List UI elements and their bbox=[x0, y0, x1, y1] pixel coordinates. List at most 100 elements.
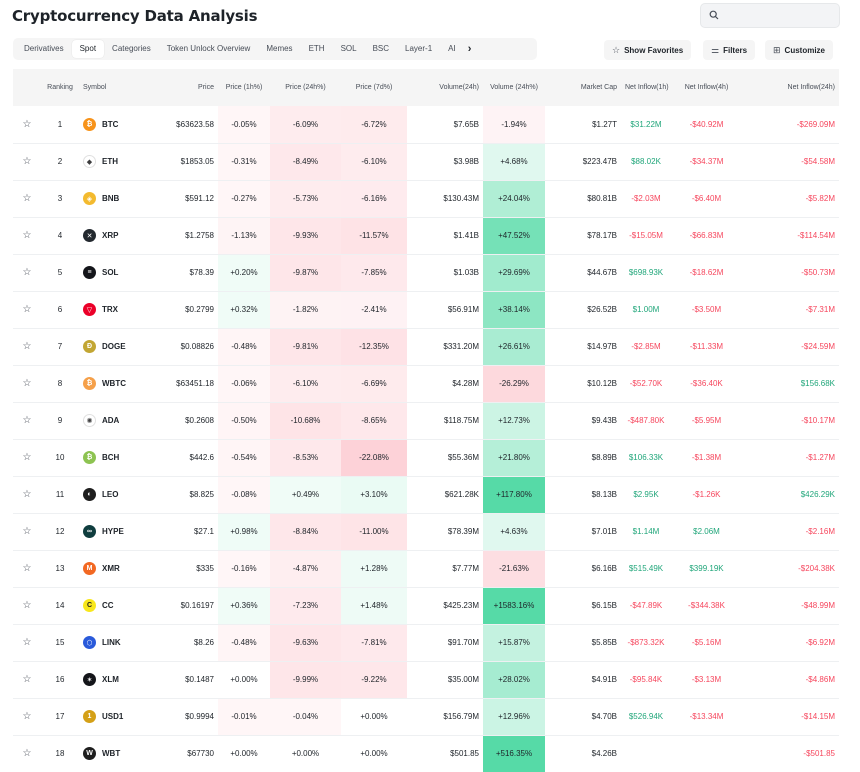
tab-ai[interactable]: AI bbox=[448, 44, 456, 53]
net-inflow-24h-cell: -$204.38K bbox=[798, 564, 835, 573]
tab-spot[interactable]: Spot bbox=[71, 40, 105, 58]
table-row[interactable]: ☆ 11 ◐ LEO $8.825 -0.08% +0.49% +3.10% $… bbox=[13, 476, 839, 513]
tab-token-unlock-overview[interactable]: Token Unlock Overview bbox=[166, 44, 251, 53]
symbol-label: DOGE bbox=[102, 342, 126, 351]
symbol-cell[interactable]: ₿ BCH bbox=[83, 451, 137, 464]
symbol-cell[interactable]: ▽ TRX bbox=[83, 303, 137, 316]
favorite-star-icon[interactable]: ☆ bbox=[22, 526, 32, 537]
table-row[interactable]: ☆ 10 ₿ BCH $442.6 -0.54% -8.53% -22.08% … bbox=[13, 439, 839, 476]
favorite-star-icon[interactable]: ☆ bbox=[22, 378, 32, 389]
header-volume-24h[interactable]: Volume(24h) bbox=[439, 84, 479, 91]
favorite-star-icon[interactable]: ☆ bbox=[22, 193, 32, 204]
symbol-cell[interactable]: ◈ BNB bbox=[83, 192, 137, 205]
filters-button[interactable]: ⚌ Filters bbox=[703, 40, 756, 60]
symbol-cell[interactable]: 1 USD1 bbox=[83, 710, 137, 723]
header-ranking[interactable]: Ranking bbox=[47, 84, 73, 91]
tab-categories[interactable]: Categories bbox=[112, 44, 151, 53]
chevron-right-icon[interactable]: › bbox=[467, 43, 472, 55]
tab-eth[interactable]: ETH bbox=[308, 44, 325, 53]
header-price[interactable]: Price bbox=[198, 84, 214, 91]
table-row[interactable]: ☆ 14 C CC $0.16197 +0.36% -7.23% +1.48% … bbox=[13, 587, 839, 624]
price-1h-cell: +0.32% bbox=[218, 291, 270, 328]
symbol-cell[interactable]: ⬡ LINK bbox=[83, 636, 137, 649]
symbol-cell[interactable]: ◆ ETH bbox=[83, 155, 137, 168]
header-volume-24h[interactable]: Volume (24h%) bbox=[490, 84, 538, 91]
price-24h-cell: -9.81% bbox=[270, 328, 341, 365]
volume-24h-cell: +26.61% bbox=[483, 328, 545, 365]
favorite-star-icon[interactable]: ☆ bbox=[22, 230, 32, 241]
symbol-cell[interactable]: ◐ LEO bbox=[83, 488, 137, 501]
net-inflow-1h-cell: $31.22M bbox=[630, 119, 662, 129]
favorite-star-icon[interactable]: ☆ bbox=[22, 748, 32, 759]
header-net-inflow-1h[interactable]: Net Inflow(1h) bbox=[625, 84, 669, 91]
table-row[interactable]: ☆ 15 ⬡ LINK $8.26 -0.48% -9.63% -7.81% $… bbox=[13, 624, 839, 661]
favorite-star-icon[interactable]: ☆ bbox=[22, 563, 32, 574]
table-row[interactable]: ☆ 18 W WBT $67730 +0.00% +0.00% +0.00% $… bbox=[13, 735, 839, 772]
market-cap-cell: $78.17B bbox=[587, 231, 617, 240]
symbol-cell[interactable]: C CC bbox=[83, 599, 137, 612]
favorite-star-icon[interactable]: ☆ bbox=[22, 600, 32, 611]
header-market-cap[interactable]: Market Cap bbox=[580, 84, 617, 91]
tab-sol[interactable]: SOL bbox=[340, 44, 357, 53]
symbol-cell[interactable]: M XMR bbox=[83, 562, 137, 575]
symbol-cell[interactable]: ∞ HYPE bbox=[83, 525, 137, 538]
symbol-cell[interactable]: ✶ XLM bbox=[83, 673, 137, 686]
symbol-cell[interactable]: ≡ SOL bbox=[83, 266, 137, 279]
tab-memes[interactable]: Memes bbox=[266, 44, 293, 53]
table-row[interactable]: ☆ 3 ◈ BNB $591.12 -0.27% -5.73% -6.16% $… bbox=[13, 180, 839, 217]
price-7d-cell: -2.41% bbox=[341, 291, 407, 328]
symbol-cell[interactable]: ✺ ADA bbox=[83, 414, 137, 427]
header-symbol[interactable]: Symbol bbox=[83, 84, 107, 91]
symbol-cell[interactable]: Ð DOGE bbox=[83, 340, 137, 353]
price-cell: $63623.58 bbox=[176, 119, 214, 129]
price-7d-cell: +1.28% bbox=[341, 550, 407, 587]
table-row[interactable]: ☆ 7 Ð DOGE $0.08826 -0.48% -9.81% -12.35… bbox=[13, 328, 839, 365]
favorite-star-icon[interactable]: ☆ bbox=[22, 415, 32, 426]
price-7d-cell: -6.72% bbox=[341, 106, 407, 143]
tab-derivatives[interactable]: Derivatives bbox=[24, 44, 64, 53]
favorite-star-icon[interactable]: ☆ bbox=[22, 637, 32, 648]
symbol-cell[interactable]: ₿ WBTC bbox=[83, 377, 137, 390]
favorite-star-icon[interactable]: ☆ bbox=[22, 674, 32, 685]
symbol-cell[interactable]: ✕ XRP bbox=[83, 229, 137, 242]
table-row[interactable]: ☆ 6 ▽ TRX $0.2799 +0.32% -1.82% -2.41% $… bbox=[13, 291, 839, 328]
table-row[interactable]: ☆ 2 ◆ ETH $1853.05 -0.31% -8.49% -6.10% … bbox=[13, 143, 839, 180]
favorite-star-icon[interactable]: ☆ bbox=[22, 118, 32, 130]
price-7d-cell: +0.00% bbox=[341, 698, 407, 735]
favorite-star-icon[interactable]: ☆ bbox=[22, 156, 32, 167]
favorite-star-icon[interactable]: ☆ bbox=[22, 711, 32, 722]
header-price-1h[interactable]: Price (1h%) bbox=[225, 84, 263, 91]
tab-layer-1[interactable]: Layer-1 bbox=[405, 44, 433, 53]
favorite-star-icon[interactable]: ☆ bbox=[22, 267, 32, 278]
table-row[interactable]: ☆ 8 ₿ WBTC $63451.18 -0.06% -6.10% -6.69… bbox=[13, 365, 839, 402]
favorite-star-icon[interactable]: ☆ bbox=[22, 341, 32, 352]
table-row[interactable]: ☆ 9 ✺ ADA $0.2608 -0.50% -10.68% -8.65% … bbox=[13, 402, 839, 439]
table-row[interactable]: ☆ 12 ∞ HYPE $27.1 +0.98% -8.84% -11.00% … bbox=[13, 513, 839, 550]
customize-button[interactable]: ⊞ Customize bbox=[765, 40, 833, 60]
price-cell: $442.6 bbox=[189, 453, 214, 462]
table-row[interactable]: ☆ 17 1 USD1 $0.9994 -0.01% -0.04% +0.00%… bbox=[13, 698, 839, 735]
header-price-7d[interactable]: Price (7d%) bbox=[355, 84, 393, 91]
table-row[interactable]: ☆ 5 ≡ SOL $78.39 +0.20% -9.87% -7.85% $1… bbox=[13, 254, 839, 291]
header-net-inflow-4h[interactable]: Net Inflow(4h) bbox=[684, 84, 729, 91]
price-1h-cell: -0.06% bbox=[218, 365, 270, 402]
table-row[interactable]: ☆ 16 ✶ XLM $0.1487 +0.00% -9.99% -9.22% … bbox=[13, 661, 839, 698]
show-favorites-button[interactable]: ☆ Show Favorites bbox=[604, 40, 692, 60]
tab-bsc[interactable]: BSC bbox=[372, 44, 390, 53]
header-net-inflow-24h[interactable]: Net Inflow(24h) bbox=[787, 84, 835, 91]
table-row[interactable]: ☆ 4 ✕ XRP $1.2758 -1.13% -9.93% -11.57% … bbox=[13, 217, 839, 254]
symbol-cell[interactable]: ₿ BTC bbox=[83, 117, 137, 131]
symbol-cell[interactable]: W WBT bbox=[83, 747, 137, 760]
price-24h-cell: -9.93% bbox=[270, 217, 341, 254]
coin-logo-icon: ⬡ bbox=[83, 636, 96, 649]
favorite-star-icon[interactable]: ☆ bbox=[22, 489, 32, 500]
price-cell: $0.16197 bbox=[180, 601, 214, 610]
table-row[interactable]: ☆ 1 ₿ BTC $63623.58 -0.05% -6.09% -6.72%… bbox=[13, 106, 839, 143]
price-1h-cell: -0.48% bbox=[218, 328, 270, 365]
header-price-24h[interactable]: Price (24h%) bbox=[285, 84, 326, 91]
table-row[interactable]: ☆ 13 M XMR $335 -0.16% -4.87% +1.28% $7.… bbox=[13, 550, 839, 587]
favorite-star-icon[interactable]: ☆ bbox=[22, 452, 32, 463]
rank-cell: 12 bbox=[55, 527, 65, 536]
search-input[interactable] bbox=[700, 3, 840, 28]
favorite-star-icon[interactable]: ☆ bbox=[22, 304, 32, 315]
